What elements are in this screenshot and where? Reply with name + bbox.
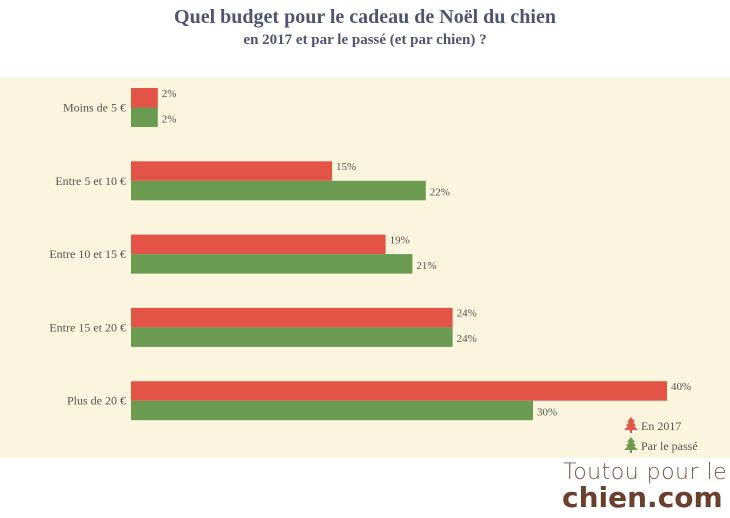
data-label: 30% [537,406,557,418]
bar [131,88,158,108]
bar [131,400,533,421]
data-label: 2% [162,113,177,125]
legend-item-passe: Par le passé [624,434,698,454]
christmas-tree-icon [624,437,638,453]
logo-line-2: chien.com [562,481,723,514]
data-label: 21% [416,260,436,272]
data-label: 24% [457,333,477,345]
christmas-tree-icon [624,417,638,433]
data-label: 22% [430,187,450,199]
chart-subtitle: en 2017 et par le passé (et par chien) ? [243,32,487,48]
bar [131,254,413,274]
legend-label: Par le passé [641,439,698,453]
bar [131,180,426,201]
bar [131,161,332,181]
data-label: 24% [457,308,477,320]
data-label: 2% [162,88,177,100]
data-label: 19% [390,234,410,246]
bar [131,307,453,328]
bar [131,107,158,127]
bar [131,327,453,347]
category-label: Entre 5 et 10 € [55,174,126,188]
logo-line-1: Toutou pour le [563,460,728,485]
data-label: 15% [336,161,356,173]
legend-item-2017: En 2017 [624,414,681,434]
category-label: Entre 10 et 15 € [49,247,126,261]
bar [131,381,667,401]
category-label: Entre 15 et 20 € [49,320,126,334]
category-label: Plus de 20 € [67,394,126,408]
legend-label: En 2017 [641,419,682,433]
bar [131,234,386,255]
data-label: 40% [671,381,691,393]
chart-title: Quel budget pour le cadeau de Noël du ch… [174,6,556,28]
category-label: Moins de 5 € [63,101,126,115]
